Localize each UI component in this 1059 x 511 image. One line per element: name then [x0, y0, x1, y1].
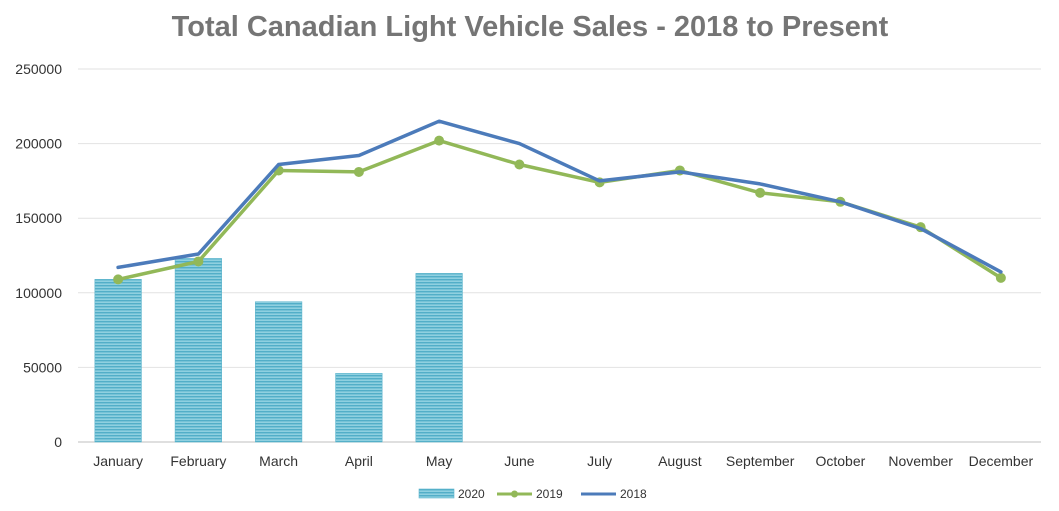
legend: 2020 2019 2018: [418, 487, 647, 501]
x-tick-label: October: [815, 453, 865, 469]
data-point: [995, 272, 1006, 283]
legend-swatch: [418, 488, 455, 499]
y-tick-label: 250000: [15, 61, 62, 77]
x-axis-ticks: January February March April May June July Augu…: [93, 453, 1033, 469]
bars: [94, 258, 463, 443]
x-tick-label: February: [170, 453, 226, 469]
chart-title: Total Canadian Light Vehicle Sales - 201…: [172, 11, 889, 43]
x-tick-label: November: [888, 453, 953, 469]
y-tick-label: 100000: [15, 285, 62, 301]
bar: [94, 279, 142, 443]
y-axis-ticks: 0 50000 100000 150000 200000 250000: [15, 61, 62, 450]
data-point: [755, 187, 766, 198]
x-tick-label: December: [969, 453, 1034, 469]
legend-label: 2020: [458, 487, 485, 501]
bar: [415, 273, 463, 443]
x-tick-label: August: [658, 453, 702, 469]
y-tick-label: 0: [54, 434, 62, 450]
data-point: [353, 166, 364, 177]
y-tick-label: 50000: [23, 359, 62, 375]
bar: [255, 301, 303, 443]
series-line: [116, 119, 1003, 274]
legend-label: 2018: [620, 487, 647, 501]
gridlines: [78, 68, 1041, 443]
y-tick-label: 150000: [15, 210, 62, 226]
bar: [174, 258, 222, 443]
x-tick-label: June: [504, 453, 535, 469]
x-tick-label: March: [259, 453, 298, 469]
x-tick-label: January: [93, 453, 143, 469]
x-tick-label: September: [726, 453, 795, 469]
bar: [335, 373, 383, 443]
x-tick-label: May: [426, 453, 452, 469]
y-tick-label: 200000: [15, 136, 62, 152]
data-point: [514, 159, 525, 170]
data-point: [113, 274, 124, 285]
data-point: [434, 135, 445, 146]
x-tick-label: April: [345, 453, 373, 469]
legend-label: 2019: [536, 487, 563, 501]
legend-marker: [511, 490, 518, 498]
lines: [113, 119, 1006, 285]
data-point: [193, 256, 204, 267]
x-tick-label: July: [587, 453, 612, 469]
